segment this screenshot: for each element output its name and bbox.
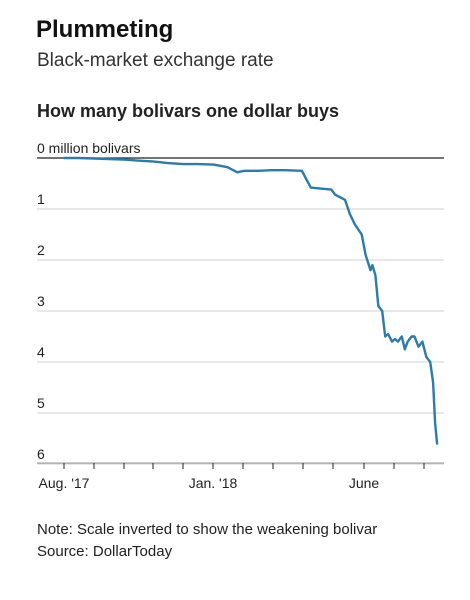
exchange-rate-line <box>62 156 439 445</box>
y-axis-labels: 0 million bolivars 1 2 3 4 5 6 <box>37 140 140 462</box>
y-tick-label: 2 <box>37 242 45 258</box>
y-tick-label: 3 <box>37 293 45 309</box>
x-tick-label: June <box>349 475 380 491</box>
chart-subtitle: Black-market exchange rate <box>37 50 274 71</box>
y-tick-label: 0 million bolivars <box>37 140 140 156</box>
x-axis <box>37 462 444 469</box>
x-axis-labels: Aug. '17 Jan. '18 June <box>39 475 380 491</box>
chart-title: Plummeting <box>36 16 174 43</box>
y-tick-label: 5 <box>37 395 45 411</box>
chart-heading: How many bolivars one dollar buys <box>37 101 340 121</box>
line-chart: 0 million bolivars 1 2 3 4 5 6 Aug. '17 Jan. '1… <box>37 140 444 491</box>
y-tick-label: 4 <box>37 344 45 360</box>
x-tick-label: Aug. '17 <box>39 475 90 491</box>
y-tick-label: 1 <box>37 191 45 207</box>
chart-source: Source: DollarToday <box>37 543 173 560</box>
footnotes: Note: Scale inverted to show the weakeni… <box>37 519 377 563</box>
chart-note: Note: Scale inverted to show the weakeni… <box>37 521 378 538</box>
y-tick-label: 6 <box>37 446 45 462</box>
x-tick-label: Jan. '18 <box>189 475 238 491</box>
